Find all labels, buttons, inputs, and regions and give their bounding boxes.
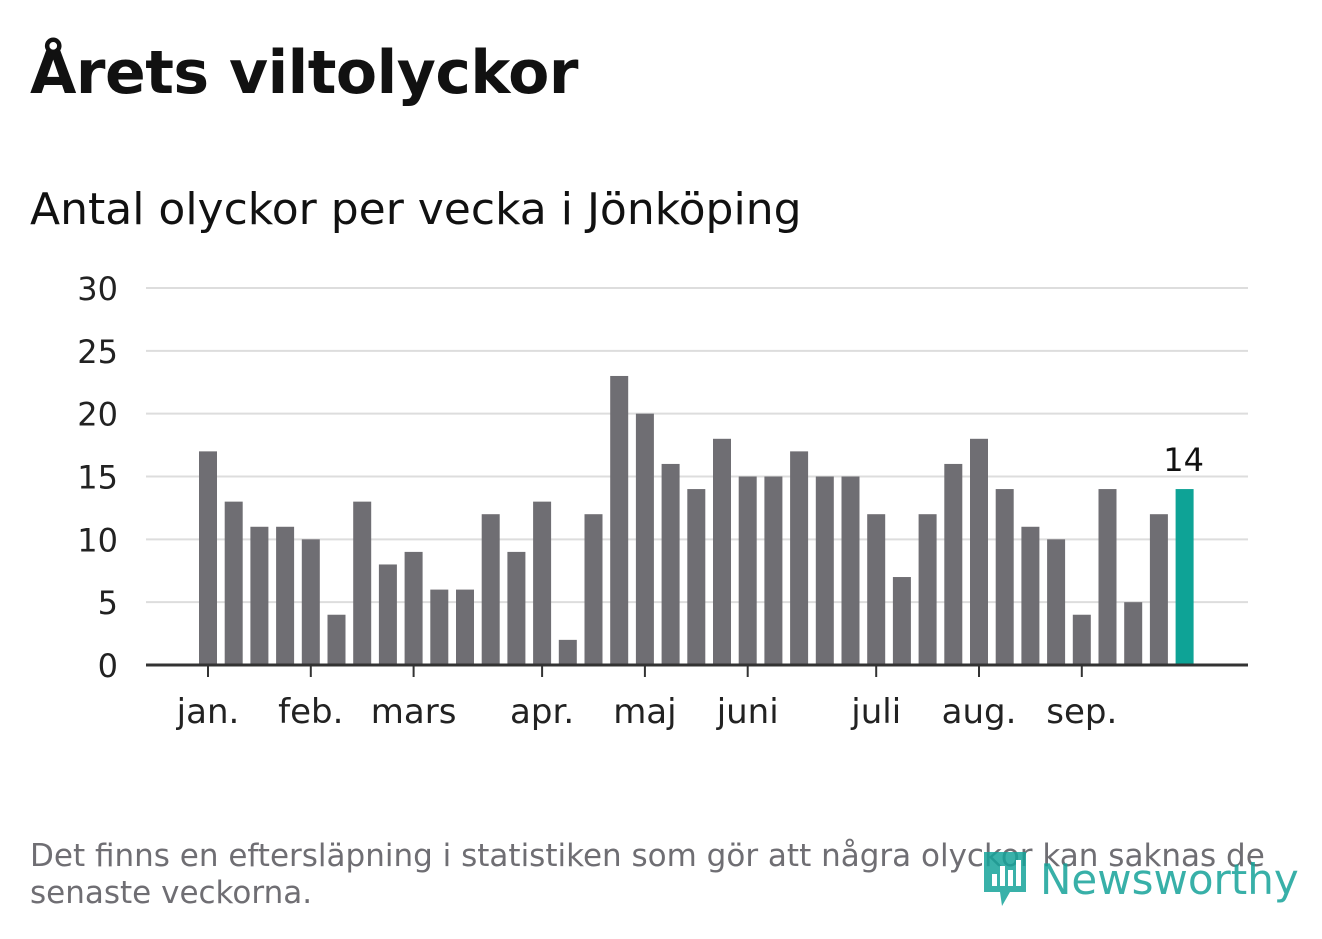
- y-tick-label: 15: [77, 459, 118, 497]
- y-tick-label: 10: [77, 521, 118, 559]
- bar: [1149, 514, 1168, 665]
- bar: [327, 614, 346, 665]
- x-tick-label: apr.: [510, 692, 574, 732]
- bar: [1124, 602, 1143, 665]
- bar-highlight: [1175, 489, 1194, 665]
- bar-chart: 0 5 10 15 20 25 30 jan. feb. mars apr. maj juni juli…: [77, 270, 1248, 732]
- bar: [378, 564, 397, 665]
- bars: [199, 375, 1194, 665]
- bar: [1098, 489, 1117, 665]
- bar: [481, 514, 500, 665]
- bar: [430, 589, 449, 665]
- x-axis-ticks: jan. feb. mars apr. maj juni juli aug. sep.: [176, 665, 1117, 732]
- y-tick-label: 25: [77, 333, 118, 371]
- y-tick-label: 20: [77, 396, 118, 434]
- bar: [918, 514, 937, 665]
- highlight-data-label: 14: [1163, 441, 1204, 479]
- bar: [1021, 526, 1040, 665]
- bar: [584, 514, 603, 665]
- bar: [301, 539, 320, 665]
- bar: [815, 476, 834, 665]
- x-tick-label: jan.: [176, 692, 240, 732]
- bar: [764, 476, 783, 665]
- x-tick-label: aug.: [942, 692, 1017, 732]
- bar: [790, 451, 809, 665]
- bar: [404, 551, 423, 665]
- bar: [1072, 614, 1091, 665]
- bar: [661, 463, 680, 665]
- x-tick-label: feb.: [278, 692, 343, 732]
- x-tick-label: maj: [613, 692, 676, 732]
- bar: [199, 451, 217, 665]
- y-axis-ticks: 0 5 10 15 20 25 30: [77, 270, 118, 685]
- bar: [892, 577, 911, 665]
- newsworthy-logo: Newsworthy: [980, 846, 1299, 912]
- bar: [224, 501, 243, 665]
- bar: [1047, 539, 1066, 665]
- x-tick-label: juni: [716, 692, 779, 732]
- bar: [558, 639, 577, 665]
- y-tick-label: 0: [98, 647, 118, 685]
- bar: [635, 413, 654, 665]
- bar: [841, 476, 860, 665]
- bar: [944, 463, 963, 665]
- bar: [970, 438, 988, 665]
- bar: [353, 501, 372, 665]
- bar: [687, 489, 706, 665]
- y-tick-label: 30: [77, 270, 118, 308]
- bar: [533, 501, 552, 665]
- bar: [738, 476, 757, 665]
- bar: [250, 526, 269, 665]
- chart-title: Årets viltolyckor: [30, 38, 579, 108]
- x-tick-label: juli: [850, 692, 901, 732]
- bar: [456, 589, 474, 665]
- newsworthy-logo-icon: [984, 852, 1026, 906]
- bar: [507, 551, 526, 665]
- x-tick-label: mars: [371, 692, 457, 732]
- newsworthy-logo-text: Newsworthy: [1040, 854, 1299, 904]
- bar: [276, 526, 295, 665]
- footnote: Det finns en eftersläpning i statistiken…: [30, 838, 1265, 911]
- bar: [995, 489, 1014, 665]
- x-tick-label: sep.: [1046, 692, 1117, 732]
- y-tick-label: 5: [98, 584, 118, 622]
- bar: [713, 438, 731, 665]
- chart-subtitle: Antal olyckor per vecka i Jönköping: [30, 184, 802, 235]
- bar: [610, 375, 629, 665]
- bar: [867, 514, 886, 665]
